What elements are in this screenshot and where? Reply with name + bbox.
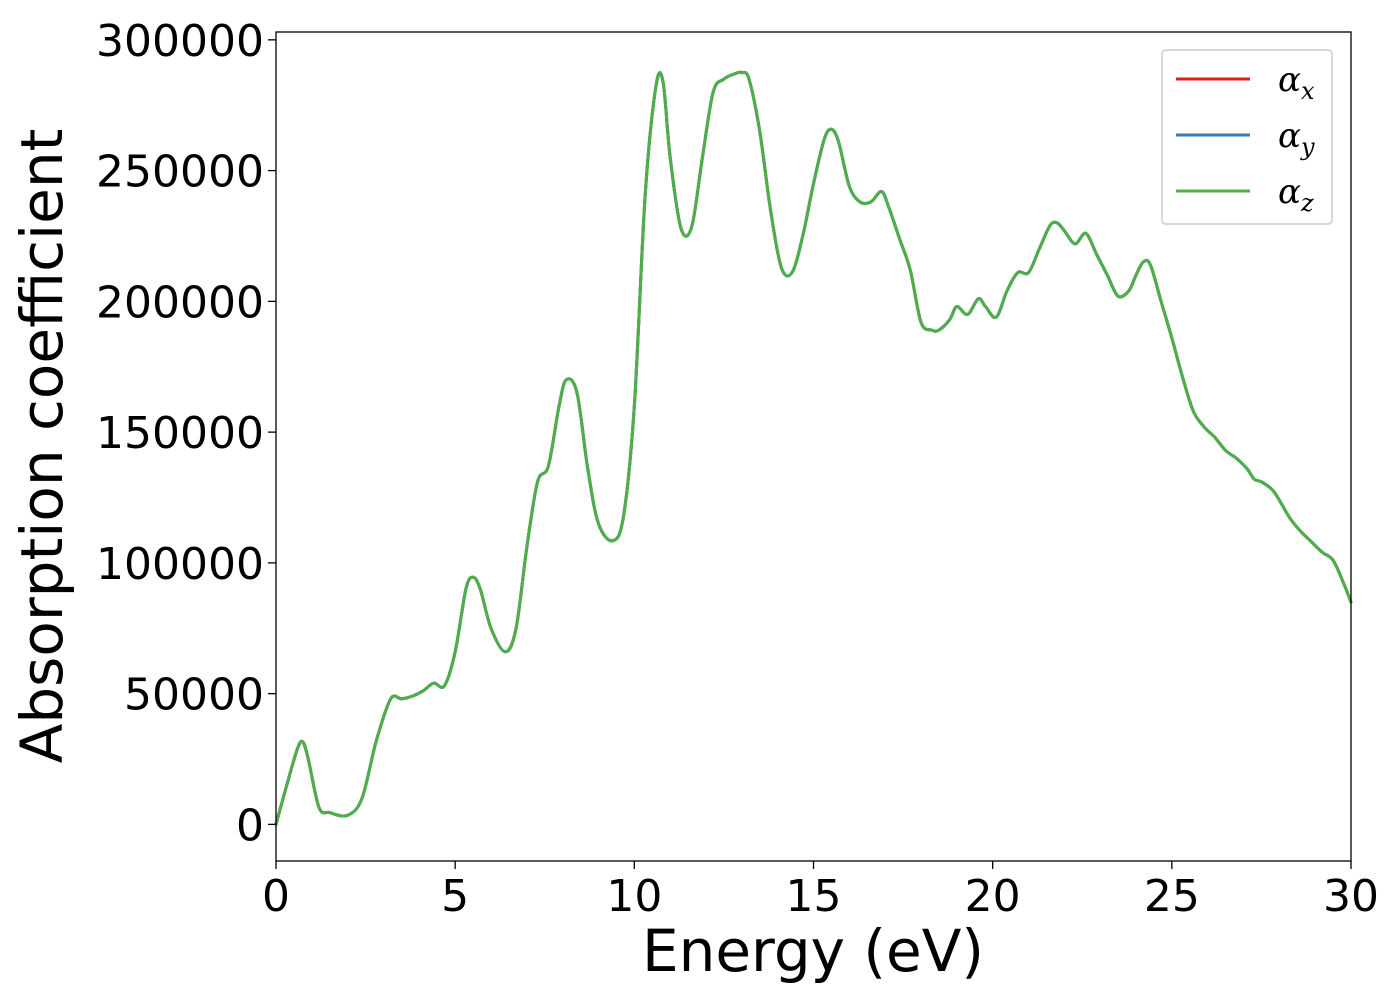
series-line-3 (274, 70, 1353, 826)
y-tick-label: 150000 (96, 408, 264, 459)
legend: αx αy αz (1161, 49, 1333, 225)
x-tick-label: 10 (606, 871, 662, 922)
y-tick-label: 50000 (124, 670, 264, 721)
y-tick-label: 100000 (96, 539, 264, 590)
legend-label: αy (1278, 116, 1315, 161)
legend-frame (1161, 49, 1333, 225)
y-tick-label: 300000 (96, 16, 264, 67)
y-axis-label: Absorption coefficient (8, 129, 76, 764)
x-tick-label: 20 (965, 871, 1021, 922)
y-tick-label: 200000 (96, 277, 264, 328)
x-tick-label: 15 (786, 871, 842, 922)
x-axis: 0 5 10 15 20 25 30 (262, 861, 1379, 922)
legend-label: αz (1278, 172, 1314, 217)
legend-label: αx (1278, 60, 1315, 105)
y-tick-label: 0 (236, 800, 264, 851)
x-axis-label: Energy (eV) (642, 917, 984, 985)
y-tick-label: 250000 (96, 147, 264, 198)
y-axis: 0 50000 100000 150000 200000 250000 300000 (96, 16, 276, 851)
x-tick-label: 5 (441, 871, 469, 922)
x-tick-label: 30 (1323, 871, 1379, 922)
x-tick-label: 0 (262, 871, 290, 922)
series-layer (274, 70, 1353, 826)
x-tick-label: 25 (1144, 871, 1200, 922)
